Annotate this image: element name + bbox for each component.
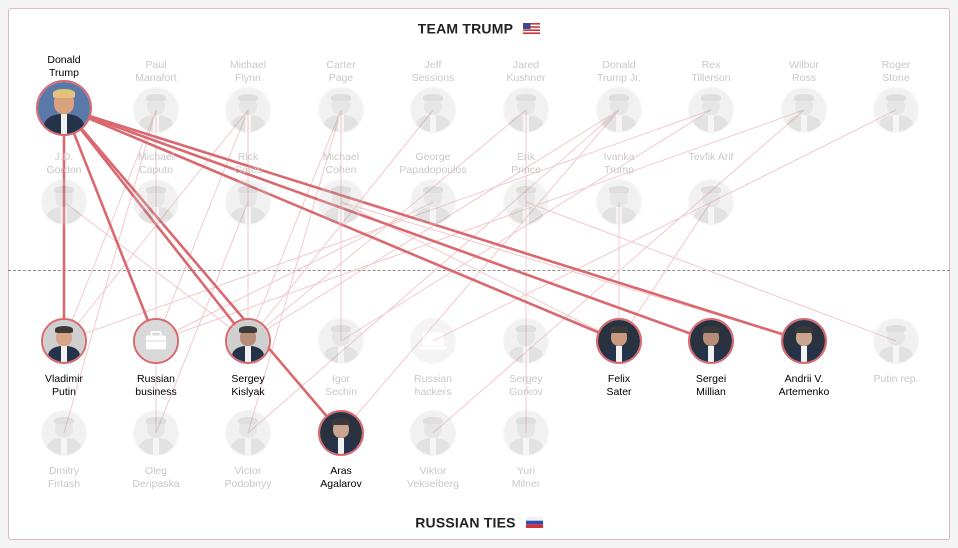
person-name-cohen: Michael Cohen bbox=[322, 151, 360, 176]
person-name-business: Russian business bbox=[135, 373, 177, 398]
person-name-caputo: Michael Caputo bbox=[137, 151, 175, 176]
person-name-tillerson: Rex Tillerson bbox=[691, 59, 731, 84]
person-photo[interactable] bbox=[873, 87, 919, 133]
russian-ties-heading: RUSSIAN TIES bbox=[0, 513, 958, 530]
person-photo[interactable] bbox=[781, 87, 827, 133]
person-name-vekselberg: Viktor Vekselberg bbox=[407, 465, 459, 490]
person-photo[interactable] bbox=[873, 318, 919, 364]
person-photo[interactable] bbox=[318, 179, 364, 225]
person-photo[interactable] bbox=[225, 318, 271, 364]
person-name-stone: Roger Stone bbox=[881, 59, 911, 84]
person-name-flynn: Michael Flynn bbox=[229, 59, 267, 84]
person-photo[interactable] bbox=[41, 179, 87, 225]
person-photo[interactable] bbox=[225, 179, 271, 225]
person-photo[interactable] bbox=[41, 318, 87, 364]
team-trump-title: TEAM TRUMP bbox=[417, 20, 514, 37]
person-photo[interactable] bbox=[133, 179, 179, 225]
laptop-icon[interactable] bbox=[410, 318, 456, 364]
us-flag-icon bbox=[523, 22, 541, 34]
person-name-ross: Wilbur Ross bbox=[789, 59, 819, 84]
faint-link bbox=[618, 201, 712, 342]
person-name-millian: Sergei Millian bbox=[695, 373, 727, 398]
person-name-sechin: Igor Sechin bbox=[324, 373, 358, 398]
person-photo[interactable] bbox=[688, 318, 734, 364]
faint-link bbox=[63, 109, 157, 434]
person-name-arif: Tevfik Arif bbox=[688, 151, 734, 163]
person-photo[interactable] bbox=[133, 87, 179, 133]
person-photo[interactable] bbox=[410, 410, 456, 456]
person-photo[interactable] bbox=[688, 179, 734, 225]
person-name-deripaska: Oleg Deripaska bbox=[132, 465, 180, 490]
faint-link bbox=[432, 109, 897, 342]
person-name-prince: Erik Prince bbox=[511, 151, 541, 176]
faint-link bbox=[247, 109, 434, 342]
person-name-papadopoulos: George Papadopoulos bbox=[399, 151, 467, 176]
person-photo[interactable] bbox=[503, 318, 549, 364]
person-photo[interactable] bbox=[410, 87, 456, 133]
person-photo[interactable] bbox=[503, 87, 549, 133]
person-name-hackers: Russian hackers bbox=[414, 373, 452, 398]
person-photo[interactable] bbox=[318, 87, 364, 133]
person-name-sater: Felix Sater bbox=[606, 373, 632, 398]
faint-link bbox=[247, 109, 342, 342]
faint-link bbox=[247, 109, 342, 434]
person-name-trumpjr: Donald Trump Jr. bbox=[597, 59, 641, 84]
person-name-podobnyy: Victor Podobnyy bbox=[224, 465, 272, 490]
person-photo[interactable] bbox=[503, 179, 549, 225]
person-photo[interactable] bbox=[596, 318, 642, 364]
briefcase-icon[interactable] bbox=[133, 318, 179, 364]
person-photo[interactable] bbox=[318, 318, 364, 364]
person-name-sessions: Jeff Sessions bbox=[411, 59, 455, 84]
person-name-kislyak: Sergey Kislyak bbox=[231, 373, 265, 398]
faint-link bbox=[525, 201, 897, 342]
person-name-gordon: J.D. Gordon bbox=[46, 151, 82, 176]
person-name-ivanka: Ivanka Trump bbox=[603, 151, 635, 176]
highlighted-link bbox=[62, 107, 158, 342]
person-name-agalarov: Aras Agalarov bbox=[320, 465, 362, 490]
faint-link bbox=[247, 109, 620, 434]
person-name-putin: Vladimir Putin bbox=[45, 373, 83, 398]
faint-link bbox=[155, 109, 249, 342]
person-photo[interactable] bbox=[596, 87, 642, 133]
team-trump-heading: TEAM TRUMP bbox=[0, 19, 958, 36]
person-photo[interactable] bbox=[36, 80, 92, 136]
person-photo[interactable] bbox=[133, 410, 179, 456]
person-name-milner: Yuri Milner bbox=[511, 465, 541, 490]
person-name-manafort: Paul Manafort bbox=[135, 59, 177, 84]
person-photo[interactable] bbox=[41, 410, 87, 456]
person-name-kushner: Jared Kushner bbox=[506, 59, 546, 84]
person-photo[interactable] bbox=[318, 410, 364, 456]
person-name-artemenko: Andrii V. Artemenko bbox=[778, 373, 830, 398]
person-photo[interactable] bbox=[410, 179, 456, 225]
person-photo[interactable] bbox=[596, 179, 642, 225]
person-name-putinrep: Putin rep. bbox=[873, 373, 919, 385]
highlighted-link bbox=[63, 106, 712, 343]
person-name-gorkov: Sergey Gorkov bbox=[509, 373, 543, 398]
person-photo[interactable] bbox=[225, 410, 271, 456]
person-photo[interactable] bbox=[781, 318, 827, 364]
person-photo[interactable] bbox=[688, 87, 734, 133]
person-name-gates: Rick Gates bbox=[233, 151, 262, 176]
person-name-page: Carter Page bbox=[326, 59, 356, 84]
person-photo[interactable] bbox=[503, 410, 549, 456]
person-name-firtash: Dmitry Firtash bbox=[47, 465, 81, 490]
person-photo[interactable] bbox=[225, 87, 271, 133]
faint-link bbox=[155, 109, 805, 342]
highlighted-link bbox=[63, 107, 342, 434]
russia-flag-icon bbox=[525, 516, 543, 528]
russian-ties-title: RUSSIAN TIES bbox=[415, 514, 516, 531]
person-name-trump: Donald Trump bbox=[47, 54, 81, 79]
